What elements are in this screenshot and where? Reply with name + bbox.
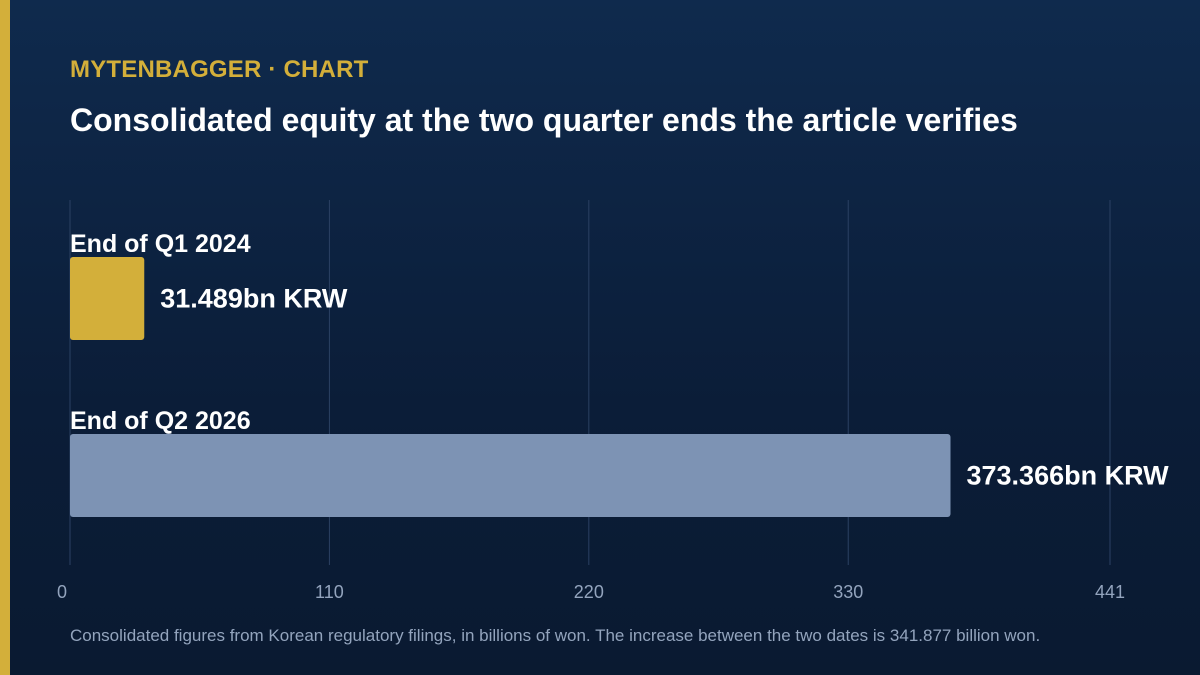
x-tick-label: 220 xyxy=(574,582,604,602)
chart-kicker: MYTENBAGGER · CHART xyxy=(70,56,369,83)
x-tick-label: 0 xyxy=(57,582,67,602)
chart-footnote: Consolidated figures from Korean regulat… xyxy=(70,626,1041,645)
bar xyxy=(70,434,951,517)
data-label: 31.489bn KRW xyxy=(160,284,348,314)
data-label: 373.366bn KRW xyxy=(967,461,1170,491)
accent-stripe xyxy=(0,0,10,675)
category-label: End of Q2 2026 xyxy=(70,407,251,435)
x-tick-label: 441 xyxy=(1095,582,1125,602)
category-label: End of Q1 2024 xyxy=(70,230,251,258)
bar xyxy=(70,257,145,340)
x-tick-label: 330 xyxy=(833,582,863,602)
chart-title: Consolidated equity at the two quarter e… xyxy=(70,102,1018,138)
x-tick-label: 110 xyxy=(315,582,344,602)
